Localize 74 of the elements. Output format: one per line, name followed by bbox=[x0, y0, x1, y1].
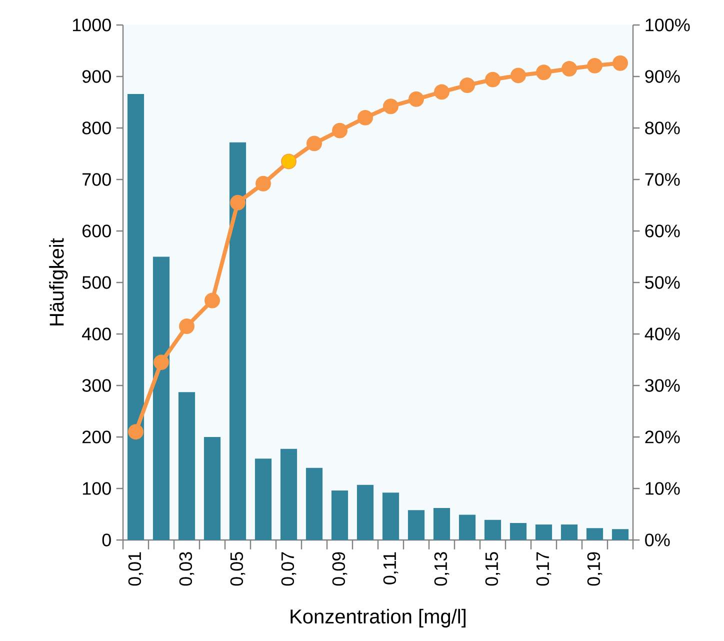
bar bbox=[204, 436, 221, 540]
bar bbox=[458, 514, 476, 540]
point bbox=[128, 424, 144, 440]
x-tick-label: 0,05 bbox=[230, 552, 246, 586]
y2-tick-label: 50% bbox=[645, 276, 680, 289]
point bbox=[587, 58, 602, 74]
bar bbox=[229, 142, 246, 540]
x-tick-label: 0,07 bbox=[281, 552, 296, 586]
y2-tick-label: 60% bbox=[645, 224, 680, 238]
point bbox=[179, 318, 194, 334]
point bbox=[383, 98, 398, 114]
point bbox=[612, 55, 628, 71]
x-axis-title: Konzentration [mg/l] bbox=[290, 608, 466, 628]
y2-tick-label: 90% bbox=[645, 70, 680, 83]
point bbox=[536, 64, 552, 80]
bar bbox=[408, 510, 425, 540]
bar bbox=[306, 468, 323, 540]
point bbox=[204, 292, 220, 308]
y-tick-label: 200 bbox=[82, 430, 111, 444]
x-tick-label: 0,03 bbox=[179, 552, 194, 586]
point bbox=[562, 61, 577, 76]
y-tick-label: 1000 bbox=[72, 18, 111, 32]
bar bbox=[382, 492, 400, 540]
point bbox=[281, 154, 296, 170]
bar bbox=[152, 256, 170, 540]
bar bbox=[254, 458, 272, 540]
bar bbox=[586, 528, 604, 540]
x-tick-label: 0,11 bbox=[383, 552, 398, 584]
bar bbox=[280, 448, 298, 540]
y2-tick-label: 30% bbox=[645, 379, 680, 392]
bar bbox=[356, 484, 374, 540]
point bbox=[154, 354, 169, 370]
y2-tick-label: 100% bbox=[646, 18, 690, 32]
point bbox=[332, 122, 348, 138]
y2-tick-label: 40% bbox=[644, 328, 680, 340]
point bbox=[358, 110, 373, 126]
bar bbox=[484, 520, 502, 540]
x-tick-label: 0,09 bbox=[332, 552, 348, 586]
point bbox=[485, 72, 500, 88]
y-tick-label: 500 bbox=[82, 276, 111, 289]
point bbox=[510, 68, 526, 84]
y2-tick-label: 80% bbox=[645, 122, 680, 134]
y-tick-label: 900 bbox=[82, 70, 111, 83]
x-tick-label: 0,15 bbox=[485, 552, 500, 586]
y-tick-label: 400 bbox=[82, 328, 111, 340]
point bbox=[434, 84, 450, 100]
y-tick-label: 800 bbox=[82, 122, 111, 134]
y2-tick-label: 0% bbox=[645, 534, 670, 546]
bar bbox=[535, 524, 552, 540]
y-tick-label: 700 bbox=[82, 173, 111, 186]
bar bbox=[331, 490, 348, 540]
bar bbox=[510, 522, 527, 540]
bar bbox=[178, 392, 196, 540]
y-tick-label: 300 bbox=[82, 379, 111, 392]
bar bbox=[433, 508, 450, 540]
x-tick-label: 0,01 bbox=[128, 552, 144, 586]
x-tick-label: 0,13 bbox=[434, 552, 450, 586]
point bbox=[230, 194, 246, 210]
y-tick-label: 600 bbox=[82, 224, 111, 238]
x-tick-label: 0,17 bbox=[536, 552, 552, 586]
y2-tick-label: 70% bbox=[645, 173, 680, 186]
bar bbox=[612, 529, 629, 540]
point bbox=[256, 176, 271, 192]
bar bbox=[127, 94, 144, 540]
point bbox=[460, 78, 475, 93]
point bbox=[306, 136, 322, 152]
bar bbox=[560, 524, 578, 540]
y-tick-label: 100 bbox=[82, 482, 111, 495]
y-tick-label: 0 bbox=[102, 534, 111, 546]
y-axis-title: Häufigkeit bbox=[49, 238, 68, 326]
y2-tick-label: 10% bbox=[646, 482, 680, 495]
point bbox=[408, 91, 424, 107]
x-tick-label: 0,19 bbox=[587, 552, 602, 586]
y2-tick-label: 20% bbox=[645, 430, 680, 444]
